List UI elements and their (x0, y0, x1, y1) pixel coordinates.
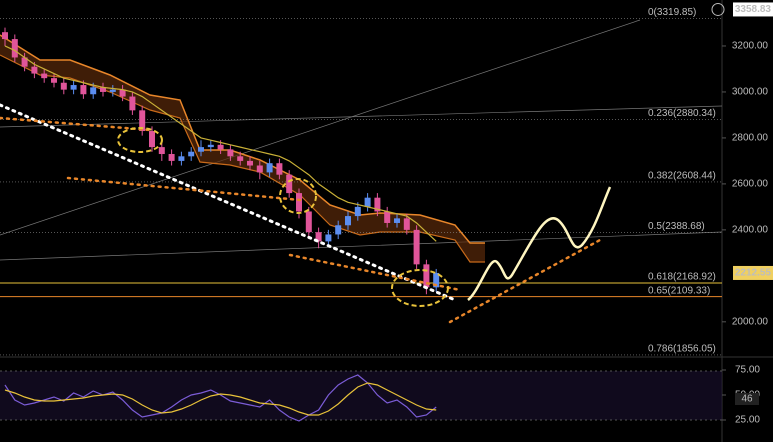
candle-body (11, 39, 18, 58)
fib-label: 0.236(2880.34) (648, 108, 716, 119)
price-label: 3358.83 (735, 4, 772, 15)
add-button[interactable] (711, 2, 725, 16)
candle-body (384, 211, 391, 223)
candle-body (198, 147, 204, 152)
rsi-ma-line (4, 382, 437, 416)
candle-body (433, 272, 440, 288)
candle-body (266, 163, 273, 173)
candle-body (60, 82, 67, 90)
trend-line (0, 103, 457, 302)
price-label-bg (733, 2, 773, 17)
trend-line (0, 231, 723, 261)
candle-body (207, 144, 214, 148)
candle-body (188, 151, 195, 157)
candle-body (394, 218, 400, 223)
candle-body (354, 206, 361, 217)
moving-average (4, 45, 437, 242)
trend-line (0, 19, 641, 236)
fib-label: 0.65(2109.33) (648, 285, 710, 296)
fib-label: 0(3319.85) (648, 7, 696, 18)
candle-body (305, 211, 312, 233)
candle-body (158, 147, 165, 155)
trend-line (0, 105, 723, 128)
support-line (288, 253, 462, 292)
candle-body (41, 73, 48, 79)
projection-path (467, 186, 612, 301)
candle-body (21, 57, 28, 67)
candle-body (70, 85, 77, 90)
rsi-line (4, 374, 437, 422)
support-line (0, 116, 152, 132)
candle-body (237, 156, 244, 161)
rsi-band (0, 371, 722, 420)
candle-body (149, 131, 155, 148)
candle-body (217, 144, 224, 150)
candle-body (403, 218, 410, 230)
candle-body (423, 264, 430, 288)
candle-body (119, 89, 126, 97)
cloud-edge (0, 34, 485, 244)
candle-body (129, 96, 136, 111)
candle-body (374, 197, 381, 212)
candle-body (345, 216, 351, 226)
candle-body (31, 66, 38, 74)
candle-body (139, 110, 146, 132)
y-tick-label: 2800.00 (732, 133, 769, 144)
candle-body (286, 174, 293, 194)
candle-body (276, 163, 283, 175)
plot (0, 18, 722, 356)
candle-body (90, 87, 97, 95)
candle-body (315, 232, 322, 242)
highlight-ellipse (279, 178, 317, 214)
price-label-bg (733, 265, 773, 280)
highlight-ellipse (391, 269, 449, 307)
fib-label: 0.5(2388.68) (648, 221, 705, 232)
y-tick-label: 3200.00 (732, 41, 769, 52)
fib-label: 0.618(2168.92) (648, 272, 716, 283)
candle-body (296, 193, 302, 212)
price-label: 2212.55 (735, 268, 772, 279)
rsi-tick-label: 25.00 (735, 415, 760, 426)
candle-body (100, 87, 106, 92)
candle-body (178, 156, 185, 161)
candle-body (247, 160, 253, 166)
y-tick-label: 3000.00 (732, 87, 769, 98)
candle-body (109, 89, 116, 92)
rsi-last-label: 46 (741, 394, 753, 405)
candle-body (413, 229, 420, 265)
fib-label: 0.382(2608.44) (648, 171, 716, 182)
y-tick-label: 2400.00 (732, 225, 769, 236)
candle-body (80, 85, 87, 95)
y-tick-label: 2000.00 (732, 316, 769, 327)
candle-body (335, 225, 342, 235)
candle-body (364, 197, 371, 207)
highlight-ellipse (117, 127, 163, 153)
candle-body (168, 154, 175, 161)
candle-body (256, 165, 263, 173)
y-tick-label: 2600.00 (732, 179, 769, 190)
support-line (448, 238, 602, 324)
candle-body (325, 234, 332, 242)
rsi-last-bg (735, 393, 759, 405)
candle-body (51, 78, 57, 83)
candle-body (227, 149, 234, 157)
rsi-tick-label: 75.00 (735, 365, 760, 376)
fib-label: 0.786(1856.05) (648, 344, 716, 355)
candle-body (2, 32, 8, 40)
